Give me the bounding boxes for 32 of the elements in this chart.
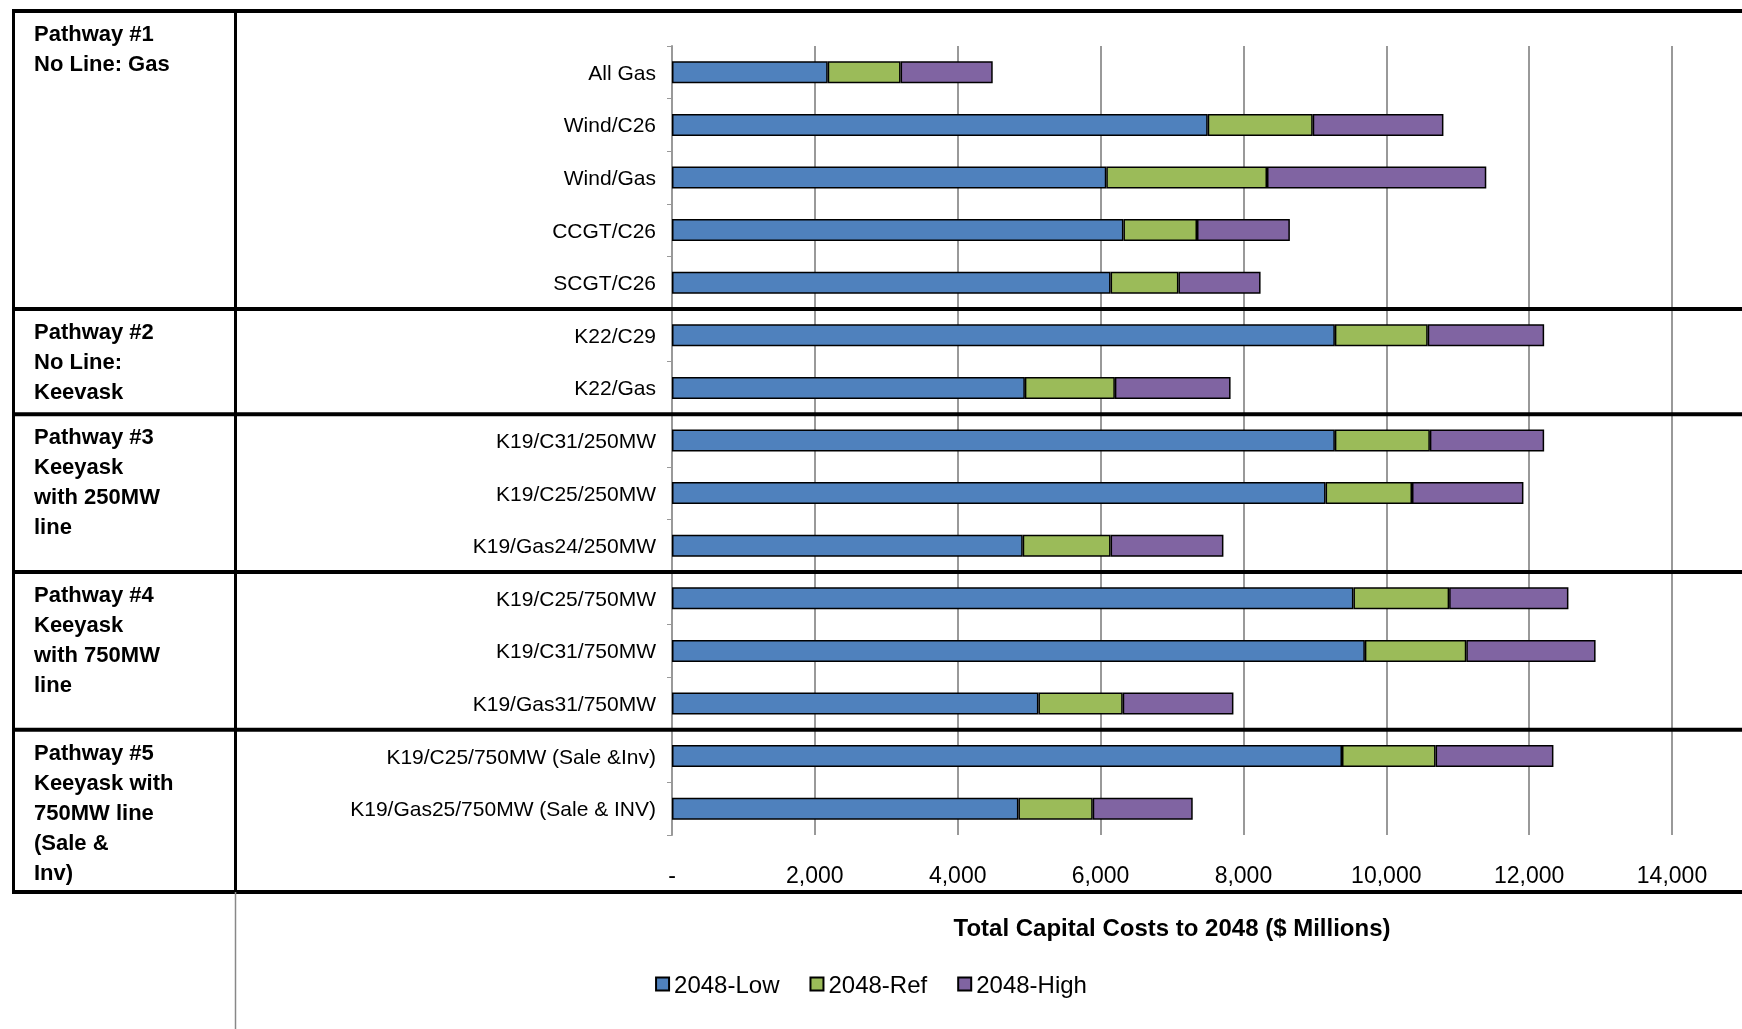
text: Pathway #4 Keeyask with 750MW line	[34, 581, 160, 699]
y-tick-label: K22/C29	[574, 323, 656, 347]
text: Pathway #2 No Line: Keevask	[34, 318, 154, 406]
y-tick-label: K19/Gas24/250MW	[472, 534, 657, 558]
x-tick-label: 14,000	[1636, 861, 1708, 888]
y-tick-label: K19/Gas25/750MW (Sale & INV)	[350, 797, 656, 821]
legend-label: 2048-High	[976, 970, 1087, 998]
x-tick-label: 10,000	[1351, 861, 1422, 888]
x-tick-label: -	[668, 861, 676, 888]
x-tick-label: 4,000	[928, 861, 987, 888]
y-tick-label: K19/C31/750MW	[496, 639, 657, 663]
x-tick-label: 8,000	[1214, 861, 1273, 888]
x-tick-label: 2,000	[786, 861, 844, 888]
legend-label: 2048-Low	[674, 970, 781, 998]
text: Pathway #3 Keeyask with 250MW line	[34, 423, 160, 542]
y-tick-label: SCGT/C26	[553, 271, 656, 295]
y-tick-label: K19/C25/750MW (Sale &Inv)	[386, 744, 656, 768]
text: Pathway #1 No Line: Gas	[34, 20, 170, 78]
y-tick-label: K19/Gas31/750MW	[472, 692, 657, 715]
x-axis-title: Total Capital Costs to 2048 ($ Millions)	[953, 913, 1391, 941]
y-tick-label: K19/C31/250MW	[496, 429, 657, 452]
y-tick-label: All Gas	[588, 60, 656, 84]
y-tick-label: K22/Gas	[574, 376, 656, 400]
y-tick-label: K19/C25/250MW	[496, 481, 657, 505]
x-tick-label: 6,000	[1071, 861, 1130, 888]
text: Pathway #5 Keeyask with 750MW line (Sale & Inv)	[34, 738, 174, 887]
y-tick-label: Wind/Gas	[563, 166, 656, 189]
y-tick-label: K19/C25/750MW	[496, 586, 657, 610]
y-tick-label: Wind/C26	[563, 113, 656, 137]
x-tick-label: 12,000	[1493, 861, 1565, 888]
legend-label: 2048-Ref	[828, 970, 928, 998]
y-tick-label: CCGT/C26	[552, 218, 656, 242]
